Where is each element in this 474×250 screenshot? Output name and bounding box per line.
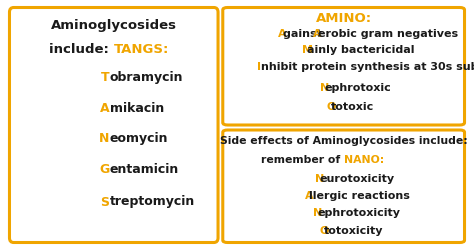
Text: A: A — [313, 29, 322, 39]
Text: eurotoxicity: eurotoxicity — [320, 174, 395, 184]
Text: treptomycin: treptomycin — [109, 196, 195, 208]
Text: totoxic: totoxic — [330, 102, 374, 112]
Text: Aminoglycosides: Aminoglycosides — [51, 19, 177, 32]
Text: AMINO:: AMINO: — [316, 12, 372, 25]
Text: G: G — [100, 162, 109, 175]
Text: T: T — [101, 71, 109, 84]
Text: I: I — [256, 62, 261, 72]
Text: N: N — [320, 83, 329, 93]
Text: N: N — [313, 208, 322, 218]
FancyBboxPatch shape — [9, 8, 218, 242]
Text: nhibit protein synthesis at 30s subunit: nhibit protein synthesis at 30s subunit — [261, 62, 474, 72]
Text: totoxicity: totoxicity — [324, 226, 383, 235]
Text: ainly bactericidal: ainly bactericidal — [307, 45, 414, 55]
Text: A: A — [100, 102, 109, 114]
Text: entamicin: entamicin — [109, 162, 179, 175]
Text: Neurotoxicity: Neurotoxicity — [301, 174, 386, 184]
Text: Inhibit protein synthesis at 30s subunit: Inhibit protein synthesis at 30s subunit — [220, 62, 467, 72]
Text: gainst: gainst — [283, 29, 326, 39]
Text: Mainly bactericidal: Mainly bactericidal — [284, 45, 403, 55]
Text: O: O — [320, 226, 329, 235]
Text: N: N — [99, 132, 109, 145]
Text: remember of: remember of — [261, 155, 344, 165]
Text: eomycin: eomycin — [109, 132, 168, 145]
Text: erobic gram negatives: erobic gram negatives — [318, 29, 458, 39]
Text: A: A — [278, 29, 287, 39]
Text: Side effects of Aminoglycosides include:: Side effects of Aminoglycosides include: — [220, 136, 467, 145]
Text: ephrotoxic: ephrotoxic — [324, 83, 391, 93]
Text: llergic reactions: llergic reactions — [309, 191, 410, 201]
Text: A: A — [304, 191, 313, 201]
Text: Allergic reactions: Allergic reactions — [289, 191, 399, 201]
Text: include:: include: — [49, 43, 114, 56]
Text: Ototoxicity: Ototoxicity — [309, 226, 378, 235]
Text: O: O — [326, 102, 336, 112]
Text: S: S — [100, 196, 109, 208]
FancyBboxPatch shape — [223, 130, 465, 242]
Text: M: M — [302, 45, 313, 55]
Text: Nephrotoxic: Nephrotoxic — [306, 83, 382, 93]
Text: NANO:: NANO: — [344, 155, 384, 165]
Text: Against Aerobic gram negatives: Against Aerobic gram negatives — [244, 29, 444, 39]
Text: obramycin: obramycin — [109, 71, 183, 84]
Text: mikacin: mikacin — [109, 102, 164, 114]
Text: TANGS:: TANGS: — [114, 43, 169, 56]
Text: Nephrotoxicity: Nephrotoxicity — [298, 208, 390, 218]
Text: ephrotoxicity: ephrotoxicity — [318, 208, 401, 218]
Text: Ototoxic: Ototoxic — [317, 102, 370, 112]
Text: N: N — [315, 174, 325, 184]
FancyBboxPatch shape — [223, 8, 465, 125]
